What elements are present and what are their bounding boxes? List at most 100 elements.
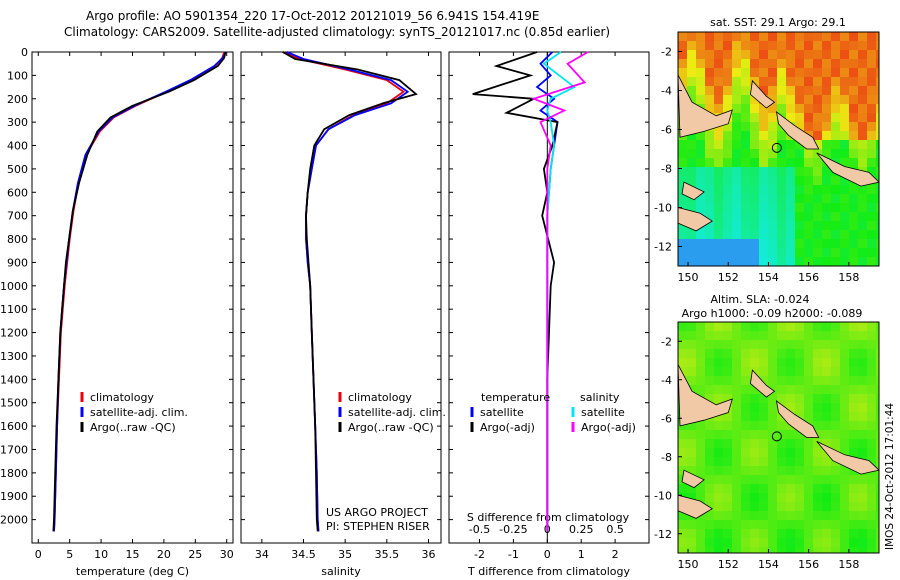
field-cell <box>723 257 733 267</box>
field-cell <box>867 167 877 177</box>
field-cell <box>822 239 832 249</box>
field-cell <box>867 32 877 42</box>
field-cell <box>777 212 787 222</box>
field-cell <box>741 41 751 51</box>
field-cell <box>705 421 715 431</box>
field-cell <box>840 104 850 114</box>
field-cell <box>768 376 778 386</box>
field-cell <box>750 221 760 231</box>
field-cell <box>849 149 859 159</box>
field-cell <box>867 358 877 368</box>
field-cell <box>696 430 706 440</box>
field-cell <box>759 448 769 458</box>
field-cell <box>723 95 733 105</box>
field-cell <box>804 529 814 539</box>
field-cell <box>732 475 742 485</box>
field-cell <box>759 367 769 377</box>
field-cell <box>813 140 823 150</box>
field-cell <box>705 131 715 141</box>
field-cell <box>822 41 832 51</box>
field-cell <box>705 41 715 51</box>
field-cell <box>750 212 760 222</box>
field-cell <box>813 340 823 350</box>
field-cell <box>777 257 787 267</box>
field-cell <box>750 131 760 141</box>
field-cell <box>777 59 787 69</box>
field-cell <box>813 502 823 512</box>
depth-tick-label: 700 <box>7 210 28 223</box>
field-cell <box>759 358 769 368</box>
field-cell <box>741 158 751 168</box>
field-cell <box>786 520 796 530</box>
field-cell <box>876 457 880 467</box>
field-cell <box>831 547 841 554</box>
field-cell <box>750 50 760 60</box>
field-cell <box>696 421 706 431</box>
field-cell <box>705 104 715 114</box>
lat-tick-label: -6 <box>661 124 672 137</box>
field-cell <box>714 104 724 114</box>
field-cell <box>732 239 742 249</box>
field-cell <box>822 340 832 350</box>
field-cell <box>714 430 724 440</box>
field-cell <box>768 104 778 114</box>
field-cell <box>840 358 850 368</box>
field-cell <box>795 41 805 51</box>
field-cell <box>741 457 751 467</box>
field-cell <box>858 475 868 485</box>
field-cell <box>867 113 877 123</box>
field-cell <box>786 403 796 413</box>
lat-tick-label: -12 <box>654 528 672 541</box>
field-cell <box>696 131 706 141</box>
field-cell <box>777 547 787 554</box>
lat-tick-label: -2 <box>661 335 672 348</box>
field-cell <box>876 448 880 458</box>
field-cell <box>813 248 823 258</box>
field-cell <box>858 340 868 350</box>
field-cell <box>858 538 868 548</box>
field-cell <box>723 50 733 60</box>
field-cell <box>840 50 850 60</box>
field-cell <box>768 185 778 195</box>
field-cell <box>750 248 760 258</box>
field-cell <box>831 394 841 404</box>
field-cell <box>750 547 760 554</box>
field-cell <box>678 511 688 521</box>
field-cell <box>831 511 841 521</box>
field-cell <box>705 520 715 530</box>
field-cell <box>678 149 688 159</box>
field-cell <box>732 538 742 548</box>
field-cell <box>750 32 760 42</box>
field-cell <box>804 212 814 222</box>
depth-tick-label: 2000 <box>0 514 28 527</box>
legend-item: satellite-adj. clim. <box>348 406 446 419</box>
field-cell <box>786 439 796 449</box>
field-cell <box>777 457 787 467</box>
field-cell <box>831 385 841 395</box>
field-cell <box>750 122 760 132</box>
field-cell <box>840 257 850 267</box>
field-cell <box>696 95 706 105</box>
field-cell <box>795 394 805 404</box>
field-cell <box>849 394 859 404</box>
field-cell <box>795 68 805 78</box>
field-cell <box>759 149 769 159</box>
field-cell <box>768 194 778 204</box>
field-cell <box>741 95 751 105</box>
field-cell <box>723 41 733 51</box>
field-cell <box>858 158 868 168</box>
field-cell <box>831 104 841 114</box>
field-cell <box>813 547 823 554</box>
field-cell <box>813 367 823 377</box>
field-cell <box>840 385 850 395</box>
field-cell <box>696 457 706 467</box>
field-cell <box>831 86 841 96</box>
field-cell <box>687 68 697 78</box>
field-cell <box>759 484 769 494</box>
field-cell <box>813 86 823 96</box>
field-cell <box>714 349 724 359</box>
field-cell <box>849 331 859 341</box>
field-cell <box>804 340 814 350</box>
x-tick-label: 2 <box>612 548 619 561</box>
field-cell <box>687 59 697 69</box>
